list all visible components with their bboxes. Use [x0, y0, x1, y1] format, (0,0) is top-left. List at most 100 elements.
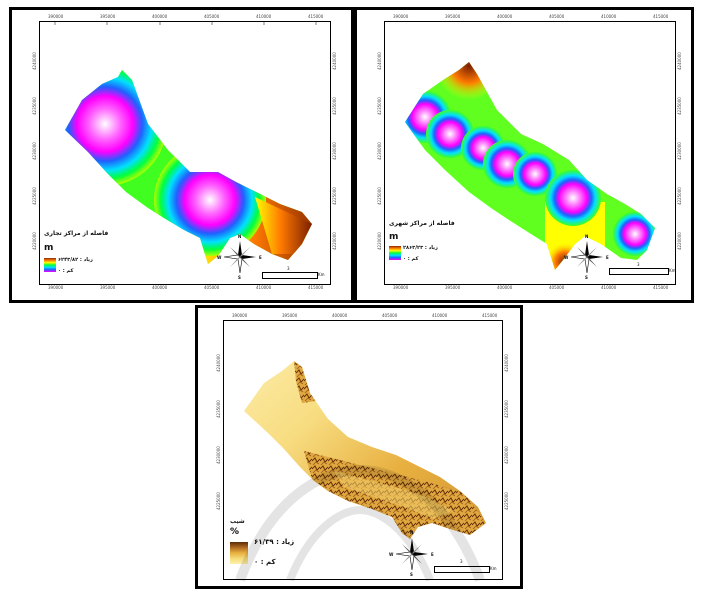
- x-tick: 415000: [653, 14, 669, 19]
- x-tick: 405000: [204, 14, 220, 19]
- x-tick: 390000: [393, 285, 409, 290]
- y-tick: 4220000: [677, 232, 682, 250]
- y-tick: 4225000: [216, 492, 221, 510]
- compass-s: S: [238, 275, 241, 280]
- urban-distance-raster: [405, 62, 655, 270]
- compass-w: W: [564, 255, 569, 260]
- y-tick: 4230000: [504, 446, 509, 464]
- compass-n: N: [410, 530, 414, 535]
- y-tick: 4225000: [504, 492, 509, 510]
- scale-bar: [609, 268, 669, 275]
- y-tick: 4235000: [32, 97, 37, 115]
- x-tick: 405000: [549, 14, 565, 19]
- scale-value: 3: [287, 266, 290, 271]
- compass-e: E: [259, 255, 262, 260]
- y-tick: 4225000: [377, 187, 382, 205]
- y-tick: 4220000: [32, 232, 37, 250]
- x-tick: 390000: [232, 313, 248, 318]
- map-frame: [384, 21, 676, 285]
- x-tick: 395000: [282, 313, 298, 318]
- legend-unit: m: [389, 232, 399, 242]
- x-tick: 395000: [100, 285, 116, 290]
- legend-title: شیب: [230, 518, 245, 525]
- x-tick: 400000: [152, 285, 168, 290]
- y-tick: 4230000: [677, 142, 682, 160]
- y-tick: 4235000: [677, 97, 682, 115]
- x-tick: 390000: [48, 14, 64, 19]
- map-panel-slope: 390000 395000 400000 405000 410000 41500…: [195, 305, 523, 589]
- legend-unit: %: [230, 527, 240, 537]
- y-tick: 4220000: [332, 232, 337, 250]
- legend-title: فاصله از مراکز شهری: [389, 220, 455, 227]
- y-tick: 4230000: [377, 142, 382, 160]
- compass-w: W: [217, 255, 222, 260]
- y-tick: 4225000: [32, 187, 37, 205]
- x-tick: 410000: [256, 285, 272, 290]
- x-tick: 390000: [48, 285, 64, 290]
- x-tick: 400000: [152, 14, 168, 19]
- y-tick: 4225000: [677, 187, 682, 205]
- legend-color-ramp: [389, 246, 401, 260]
- x-tick: 410000: [601, 14, 617, 19]
- scale-value: 3: [637, 262, 640, 267]
- x-tick: 405000: [549, 285, 565, 290]
- watermark-logo-icon: [235, 464, 485, 582]
- y-tick: 4235000: [332, 97, 337, 115]
- x-tick: 410000: [601, 285, 617, 290]
- y-tick: 4240000: [332, 52, 337, 70]
- legend-low-label: کم : ۰: [403, 256, 419, 262]
- y-tick: 4230000: [216, 446, 221, 464]
- y-tick: 4240000: [377, 52, 382, 70]
- x-tick: 395000: [445, 285, 461, 290]
- legend-high-label: زیاد : ۶۱/۳۹: [254, 538, 295, 546]
- x-tick: 415000: [308, 14, 324, 19]
- y-tick: 4235000: [216, 400, 221, 418]
- x-tick: 410000: [432, 313, 448, 318]
- compass-e: E: [606, 255, 609, 260]
- scale-unit: Km: [669, 268, 676, 273]
- map-panel-urban: 390000 395000 400000 405000 410000 41500…: [354, 7, 694, 303]
- map-frame: [223, 320, 503, 580]
- x-tick: 405000: [204, 285, 220, 290]
- x-tick: 390000: [393, 14, 409, 19]
- y-tick: 4235000: [504, 400, 509, 418]
- legend-color-ramp: [44, 258, 56, 272]
- legend-unit: m: [44, 243, 54, 253]
- x-tick: 400000: [497, 285, 513, 290]
- compass-s: S: [410, 572, 413, 577]
- y-tick: 4230000: [32, 142, 37, 160]
- legend-high-label: زیاد : ۲۸۶۳/۲۳: [403, 245, 438, 251]
- y-tick: 4230000: [332, 142, 337, 160]
- y-tick: 4240000: [677, 52, 682, 70]
- scale-value: 3: [460, 559, 463, 564]
- slope-raster: [244, 361, 486, 539]
- compass-n: N: [585, 234, 589, 239]
- compass-s: S: [585, 275, 588, 280]
- y-tick: 4235000: [377, 97, 382, 115]
- scale-unit: Km: [490, 566, 497, 571]
- north-arrow-icon: [223, 241, 256, 274]
- compass-n: N: [238, 234, 242, 239]
- y-tick: 4240000: [504, 354, 509, 372]
- x-tick: 400000: [497, 14, 513, 19]
- x-tick: 400000: [332, 313, 348, 318]
- y-tick: 4225000: [332, 187, 337, 205]
- x-tick: 415000: [653, 285, 669, 290]
- x-tick: 405000: [382, 313, 398, 318]
- legend-high-label: زیاد : ۶۲۴۳/۸۲: [58, 257, 93, 263]
- x-tick: 395000: [100, 14, 116, 19]
- legend-low-label: کم : ۰: [254, 558, 276, 566]
- x-tick: 395000: [445, 14, 461, 19]
- map-panel-commercial: 390000 395000 400000 405000 410000 41500…: [9, 7, 354, 303]
- legend-color-ramp: [230, 542, 248, 564]
- y-tick: 4220000: [377, 232, 382, 250]
- scale-bar: [434, 566, 490, 573]
- commercial-distance-raster: [54, 22, 317, 264]
- north-arrow-icon: [395, 538, 428, 571]
- scale-bar: [262, 272, 318, 279]
- compass-e: E: [431, 552, 434, 557]
- x-tick: 415000: [482, 313, 498, 318]
- north-arrow-icon: [570, 241, 603, 274]
- map-frame: [39, 21, 331, 285]
- legend-title: فاصله از مراکز تجاری: [44, 230, 109, 237]
